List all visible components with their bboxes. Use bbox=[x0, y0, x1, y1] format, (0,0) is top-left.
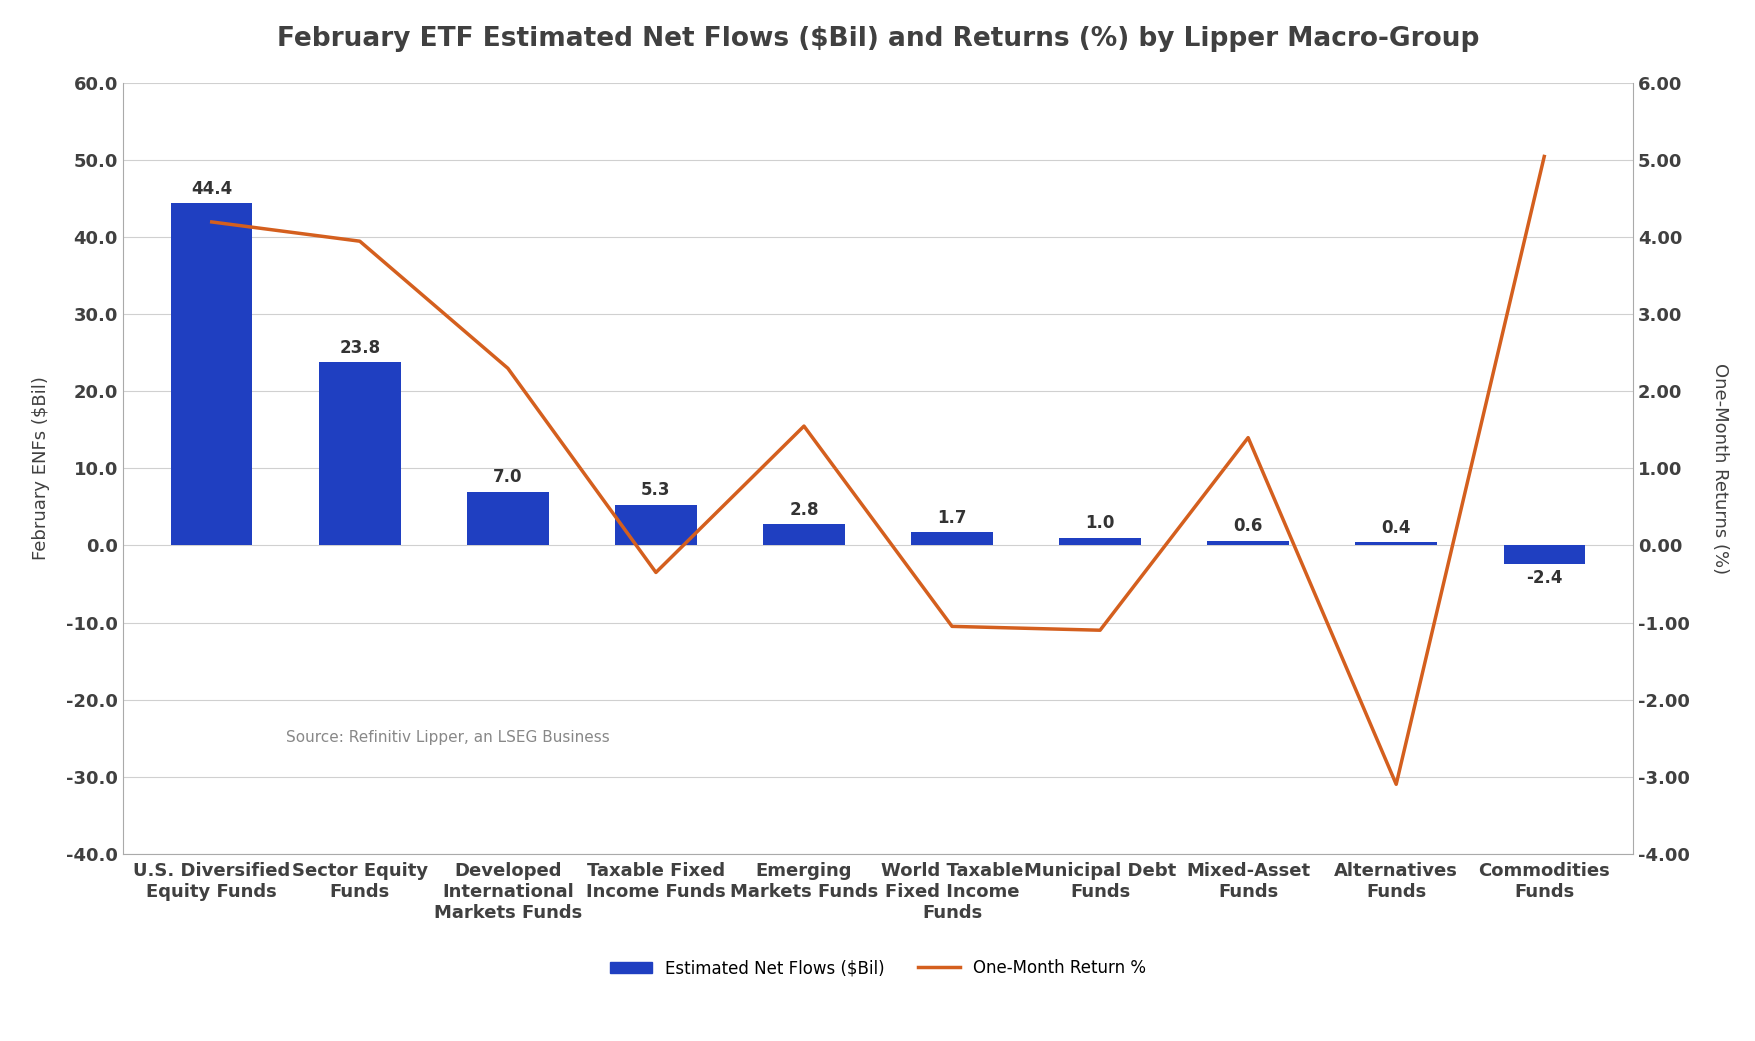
Text: 2.8: 2.8 bbox=[788, 501, 818, 518]
Bar bbox=[467, 491, 548, 545]
Text: 0.4: 0.4 bbox=[1381, 519, 1409, 537]
Text: 1.0: 1.0 bbox=[1085, 514, 1114, 532]
Text: -2.4: -2.4 bbox=[1525, 569, 1562, 587]
Bar bbox=[1207, 541, 1288, 545]
Text: 5.3: 5.3 bbox=[641, 481, 670, 500]
Legend: Estimated Net Flows ($Bil), One-Month Return %: Estimated Net Flows ($Bil), One-Month Re… bbox=[604, 953, 1151, 984]
Text: 1.7: 1.7 bbox=[937, 509, 967, 527]
Text: 0.6: 0.6 bbox=[1232, 517, 1262, 535]
Bar bbox=[911, 532, 992, 545]
Text: 23.8: 23.8 bbox=[339, 338, 381, 357]
Y-axis label: One-Month Returns (%): One-Month Returns (%) bbox=[1709, 363, 1727, 574]
Bar bbox=[763, 524, 844, 545]
Bar bbox=[170, 203, 253, 545]
Bar bbox=[614, 505, 697, 545]
Bar bbox=[1502, 545, 1585, 564]
Bar bbox=[1058, 538, 1141, 545]
Text: February ETF Estimated Net Flows ($Bil) and Returns (%) by Lipper Macro-Group: February ETF Estimated Net Flows ($Bil) … bbox=[277, 26, 1478, 52]
Text: Source: Refinitiv Lipper, an LSEG Business: Source: Refinitiv Lipper, an LSEG Busine… bbox=[286, 731, 609, 745]
Bar bbox=[319, 362, 400, 545]
Y-axis label: February ENFs ($Bil): February ENFs ($Bil) bbox=[32, 377, 49, 560]
Text: 7.0: 7.0 bbox=[493, 468, 523, 486]
Bar bbox=[1355, 542, 1436, 545]
Text: 44.4: 44.4 bbox=[191, 180, 232, 198]
